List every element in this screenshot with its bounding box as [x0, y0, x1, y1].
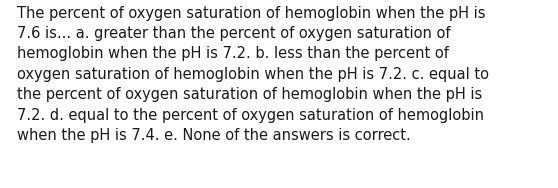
Text: The percent of oxygen saturation of hemoglobin when the pH is
7.6 is... a. great: The percent of oxygen saturation of hemo…: [17, 6, 489, 143]
